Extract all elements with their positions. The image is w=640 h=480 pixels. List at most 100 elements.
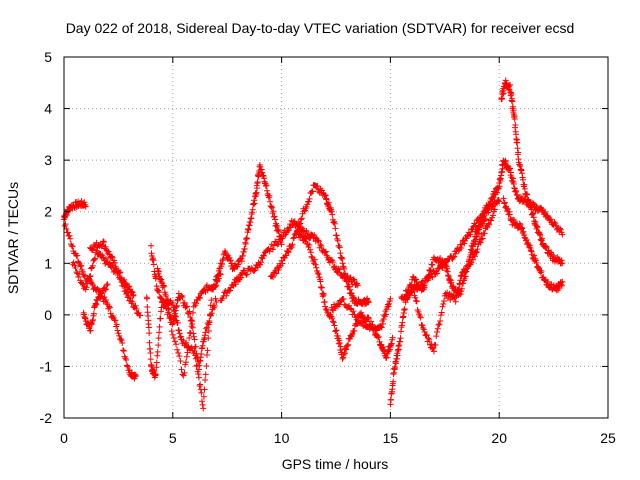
data-point [332,225,339,232]
data-point [228,260,235,267]
data-point [227,257,234,264]
data-point [442,262,449,269]
data-point [460,280,467,287]
data-point [79,280,86,287]
data-point [176,330,183,337]
data-point [528,248,535,255]
data-point [169,331,176,338]
data-point [313,264,320,271]
data-point [448,279,455,286]
data-point [178,292,185,299]
data-point [173,341,180,348]
data-point [206,317,213,324]
data-point [79,268,86,275]
data-point [547,216,554,223]
data-point [158,295,165,302]
data-point [123,356,130,363]
data-point [190,333,197,340]
data-point [116,270,123,277]
data-point [207,312,214,319]
data-point [289,241,296,248]
data-point [481,230,488,237]
data-point [498,169,505,176]
data-points [61,77,566,412]
data-point [204,347,211,354]
data-point [479,235,486,242]
data-point [519,225,526,232]
data-point [67,235,74,242]
data-point [259,255,266,262]
data-point [195,371,202,378]
data-point [169,300,176,307]
data-point [155,342,162,349]
data-point [213,282,220,289]
data-point [489,212,496,219]
data-point [197,295,203,302]
data-point [343,346,350,353]
data-point [129,289,136,296]
data-point [121,276,128,283]
data-point [113,321,120,328]
data-point [297,220,304,227]
data-point [269,272,276,279]
data-point [523,236,530,243]
data-point [253,189,260,196]
series-track-17 [467,157,566,253]
data-point [175,349,182,356]
data-point [365,314,372,321]
data-point [99,242,106,249]
data-point [435,265,442,272]
data-point [315,237,322,244]
data-point [420,286,427,293]
data-point [177,333,184,340]
data-point [244,235,251,242]
data-point [103,282,110,289]
data-point [500,195,507,202]
data-point [147,350,154,357]
data-point [426,336,433,343]
data-point [186,308,193,315]
data-point [152,371,159,378]
data-point [437,318,444,325]
data-point [186,335,193,342]
data-point [498,96,505,103]
data-point [208,297,215,304]
data-point [126,283,133,290]
data-point [98,243,105,250]
data-point [235,261,242,268]
data-point [329,318,336,325]
series-track-8 [154,265,220,373]
data-point [380,316,387,323]
data-point [270,208,277,215]
data-point [156,289,163,296]
data-point [307,249,314,256]
data-point [441,297,448,304]
data-point [132,372,139,379]
data-point [504,206,511,213]
data-point [482,207,489,214]
data-point [436,321,443,328]
data-point [117,335,124,342]
data-point [198,350,205,357]
data-point [351,311,358,318]
data-point [501,200,508,207]
data-point [430,348,437,355]
data-point [479,222,486,229]
data-point [333,232,340,239]
data-point [419,322,426,329]
data-point [480,213,487,220]
data-point [121,353,128,360]
data-point [491,206,498,213]
data-point [168,328,175,335]
data-point [120,347,127,354]
data-point [173,302,180,309]
data-point [143,295,150,302]
data-point [350,276,357,283]
data-point [195,374,202,381]
series-track-13 [328,295,394,334]
data-point [469,242,476,249]
data-point [387,295,394,302]
data-point [112,263,119,270]
data-point [199,401,206,408]
data-point [488,217,495,224]
